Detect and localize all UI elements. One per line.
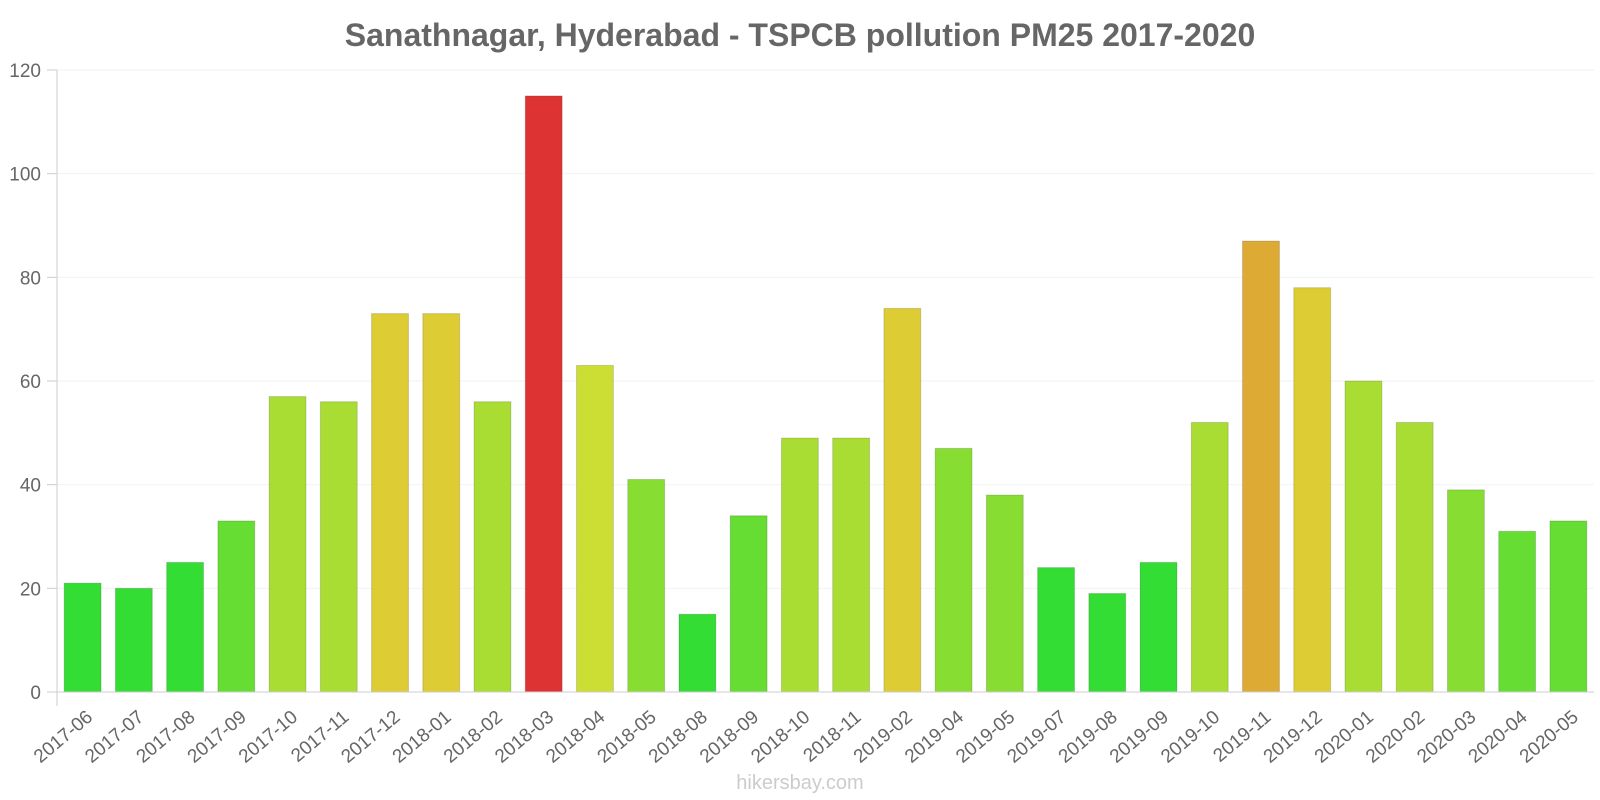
bar-2020-04 bbox=[1498, 530, 1537, 693]
bar-2018-09 bbox=[729, 515, 768, 693]
x-tick-label: 2017-10 bbox=[235, 707, 302, 768]
x-axis: 2017-062017-072017-082017-092017-102017-… bbox=[30, 691, 1594, 768]
y-axis: 0 20 40 60 80 100 120 bbox=[9, 61, 58, 706]
bar-2017-11 bbox=[319, 401, 358, 693]
gridlines bbox=[57, 69, 1594, 589]
bar-2019-08 bbox=[1088, 593, 1127, 693]
bar-2019-11 bbox=[1242, 240, 1280, 693]
y-tick-label: 100 bbox=[9, 165, 41, 186]
x-tick-label: 2019-10 bbox=[1157, 707, 1224, 768]
bar-2020-05 bbox=[1549, 520, 1588, 693]
bar-2018-01 bbox=[422, 313, 461, 693]
bar-2019-02 bbox=[883, 307, 922, 693]
bar-2018-08 bbox=[678, 613, 717, 693]
bar-2017-08 bbox=[166, 561, 205, 693]
bar-2019-12 bbox=[1293, 287, 1332, 693]
chart-title: Sanathnagar, Hyderabad - TSPCB pollution… bbox=[345, 17, 1255, 53]
bar-2017-10 bbox=[268, 396, 307, 693]
y-tick-label: 20 bbox=[20, 579, 41, 600]
bar-2019-09 bbox=[1139, 561, 1178, 693]
bar-2019-04 bbox=[934, 447, 973, 693]
y-tick-label: 80 bbox=[20, 268, 41, 289]
bar-2020-02 bbox=[1395, 421, 1434, 693]
y-tick-label: 60 bbox=[20, 372, 41, 393]
y-tick-label: 120 bbox=[9, 61, 41, 82]
bar-2017-09 bbox=[217, 520, 256, 693]
bar-2017-06 bbox=[63, 582, 102, 693]
bar-2018-03 bbox=[524, 95, 563, 693]
bar-2017-07 bbox=[114, 587, 153, 693]
bar-2018-04 bbox=[576, 364, 614, 693]
x-tick-label: 2020-05 bbox=[1516, 707, 1583, 768]
bar-2018-02 bbox=[473, 401, 512, 693]
bar-2018-10 bbox=[780, 437, 819, 693]
y-tick-label: 40 bbox=[20, 476, 41, 497]
bar-2020-01 bbox=[1344, 380, 1383, 693]
bar-2017-12 bbox=[371, 313, 409, 693]
watermark: hikersbay.com bbox=[736, 772, 863, 794]
bar-2019-10 bbox=[1190, 421, 1229, 693]
bar-2018-05 bbox=[627, 478, 666, 693]
bar-2018-11 bbox=[832, 437, 871, 693]
x-tick-label: 2018-10 bbox=[747, 707, 814, 768]
bars bbox=[63, 95, 1588, 693]
bar-2020-03 bbox=[1446, 489, 1485, 693]
y-tick-label: 0 bbox=[30, 683, 41, 704]
bar-2019-07 bbox=[1037, 567, 1075, 693]
bar-2019-05 bbox=[985, 494, 1024, 693]
